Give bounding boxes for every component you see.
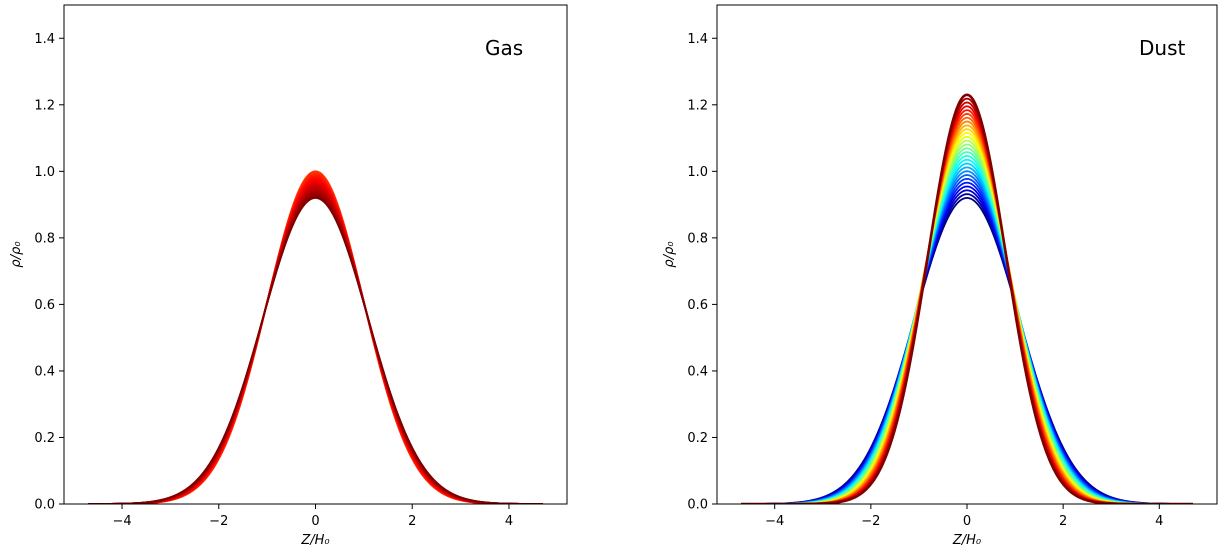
x-tick-label: 0 [963,514,971,529]
x-tick-label: 4 [1155,514,1163,529]
dust-series-line [741,105,1193,504]
y-axis-label: ρ/ρ₀ [9,241,24,268]
dust-series-line [741,147,1193,504]
dust-curves [741,93,1193,504]
gas-series-line [88,195,543,504]
dust-series-line [741,166,1193,504]
y-tick-label: 0.8 [34,231,55,246]
dust-series-line [741,174,1193,504]
y-tick-label: 0.6 [687,298,708,313]
dust-series-line [741,135,1193,504]
gas-series-line [88,181,543,504]
gas-series-line [88,177,543,504]
gas-series-line [88,191,543,504]
y-tick-label: 0.4 [34,364,55,379]
gas-series-line [88,187,543,504]
x-axis-label: Z/H₀ [300,533,330,548]
dust-panel: −4 −2 0 2 4 0.0 0.2 0.4 0.6 0.8 1.0 1.2 1.4 Dust Z/H₀ ρ… [662,4,1218,548]
dust-series-line [741,189,1193,504]
gas-curves [88,170,543,504]
gas-series-line [88,194,543,504]
y-tick-label: 0.0 [687,498,708,513]
gas-series-line [88,192,543,504]
gas-series-line [88,183,543,504]
dust-series-line [741,132,1193,504]
dust-series-line [741,113,1193,504]
dust-series-line [741,109,1193,504]
y-tick-label: 1.0 [34,165,55,180]
gas-axes-frame [63,4,568,505]
x-tick-label: −2 [861,514,880,529]
gas-series-line [88,170,543,504]
y-tick-label: 0.2 [687,431,708,446]
y-tick-label: 0.8 [687,231,708,246]
dust-series-line [741,170,1193,504]
y-tick-label: 1.2 [34,98,55,113]
dust-series-line [741,128,1193,504]
gas-series-line [88,171,543,504]
y-tick-label: 1.2 [687,98,708,113]
dust-series-line [741,181,1193,504]
x-tick-label: 0 [311,514,319,529]
x-axis-label: Z/H₀ [952,533,982,548]
dust-series-line [741,197,1193,504]
gas-series-line [88,190,543,504]
dust-series-line [741,185,1193,504]
gas-series-line [88,185,543,504]
y-tick-label: 0.4 [687,364,708,379]
dust-series-line [741,155,1193,504]
gas-series-line [88,184,543,504]
x-tick-label: −2 [209,514,228,529]
gas-panel: −4 −2 0 2 4 0.0 0.2 0.4 0.6 0.8 1.0 1.2 1.4 Gas Z/H₀ ρ/… [9,4,568,548]
y-axis-label: ρ/ρ₀ [662,241,677,268]
x-tick-label: 2 [408,514,416,529]
gas-series-line [88,178,543,504]
x-tick-label: −4 [765,514,784,529]
dust-series-line [741,162,1193,504]
dust-series-line [741,177,1193,504]
dust-axes-frame [716,4,1218,505]
dust-series-line [741,158,1193,504]
y-tick-label: 0.6 [34,298,55,313]
y-tick-label: 1.4 [34,32,55,47]
gas-panel-label: Gas [485,36,523,60]
dust-series-line [741,139,1193,504]
gas-series-line [88,188,543,504]
x-tick-label: 4 [505,514,513,529]
gas-series-line [88,176,543,504]
y-tick-label: 1.0 [687,165,708,180]
gas-series-line [88,180,543,504]
dust-series-line [741,193,1193,504]
gas-series-line [88,197,543,504]
gas-series-line [88,174,543,504]
y-tick-label: 1.4 [687,32,708,47]
x-tick-label: 2 [1059,514,1067,529]
dust-panel-label: Dust [1139,36,1185,60]
dust-series-line [741,151,1193,504]
gas-series-line [88,173,543,504]
y-tick-label: 0.0 [34,498,55,513]
x-tick-label: −4 [112,514,131,529]
y-tick-label: 0.2 [34,431,55,446]
